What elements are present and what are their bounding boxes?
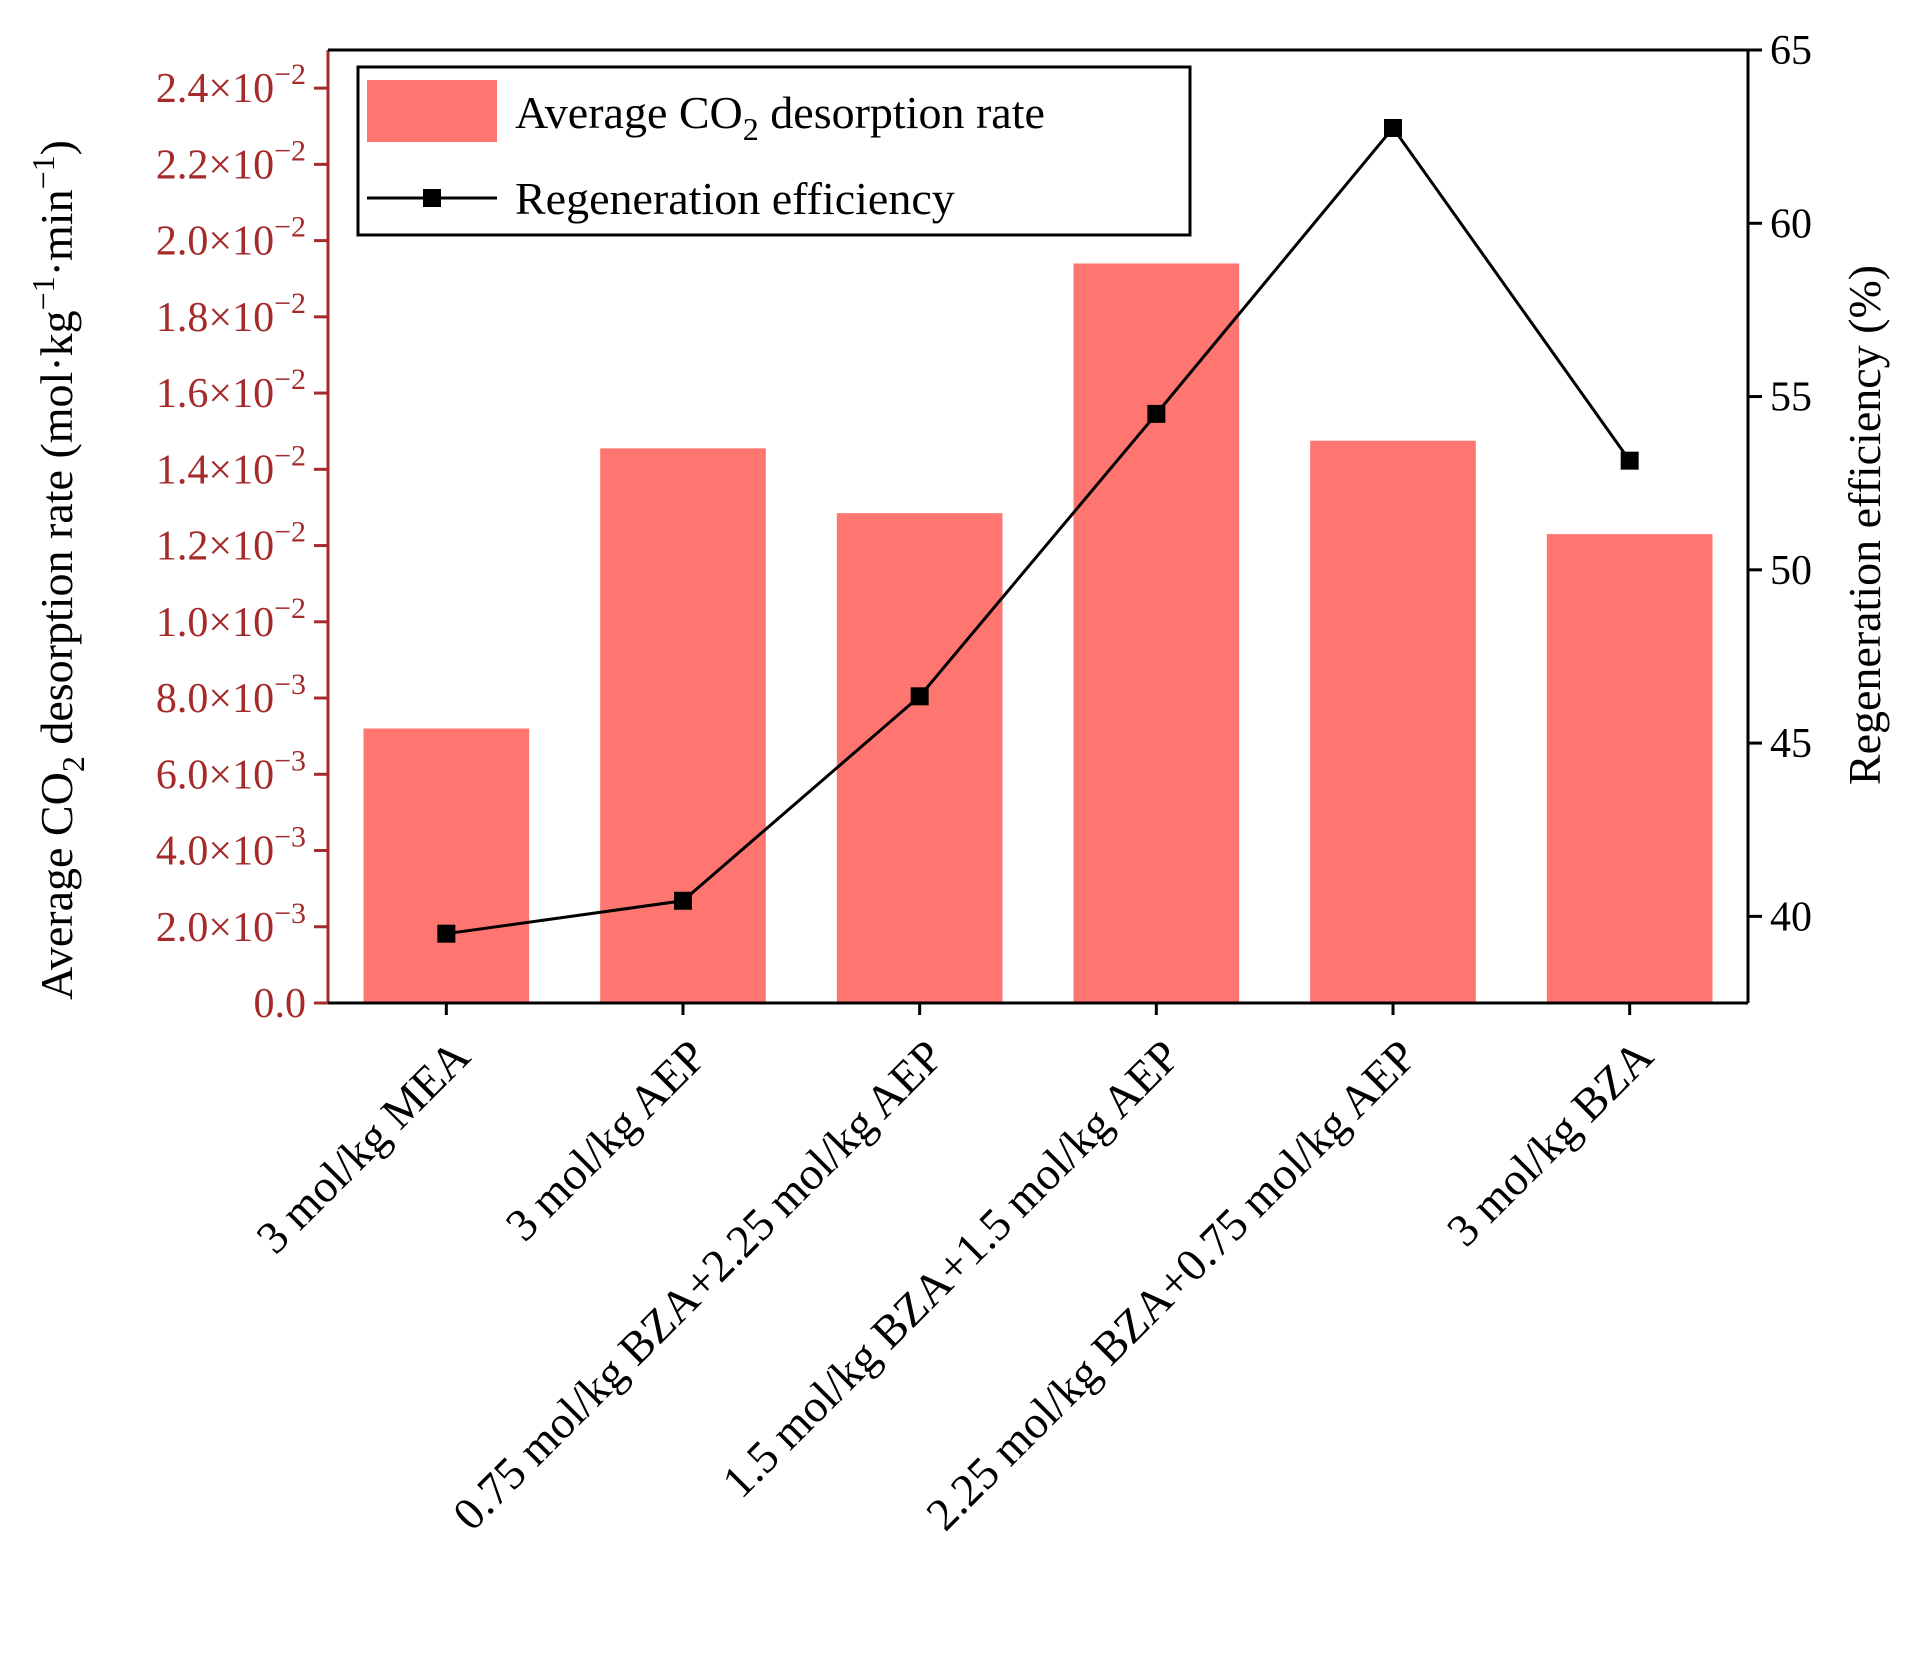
bar-4 (1310, 440, 1476, 1004)
left-tick-label-6: 1.2×10−2 (156, 516, 306, 570)
x-category-label-4: 2.25 mol/kg BZA+0.75 mol/kg AEP (916, 1030, 1426, 1540)
x-category-label-0: 3 mol/kg MEA (246, 1030, 479, 1263)
x-category-label-1: 3 mol/kg AEP (496, 1030, 716, 1250)
line-point-3 (1147, 404, 1166, 423)
left-tick-label-3: 6.0×10−3 (156, 744, 306, 798)
legend-line-label: Regeneration efficiency (515, 173, 955, 224)
right-tick-label-2: 50 (1770, 548, 1812, 594)
line-series (437, 118, 1639, 943)
right-tick-label-4: 60 (1770, 201, 1812, 247)
left-tick-label-11: 2.2×10−2 (156, 134, 306, 188)
left-tick-label-0: 0.0 (254, 981, 307, 1027)
bar-2 (836, 513, 1003, 1003)
line-point-5 (1620, 451, 1639, 470)
left-tick-label-2: 4.0×10−3 (156, 821, 306, 875)
legend-bar-swatch (367, 80, 497, 142)
left-tick-label-4: 8.0×10−3 (156, 668, 306, 722)
legend-bar-label: Average CO2 desorption rate (515, 87, 1045, 147)
right-tick-label-0: 40 (1770, 894, 1812, 940)
x-category-label-5: 3 mol/kg BZA (1437, 1030, 1663, 1256)
left-axis-title: Average CO2 desorption rate (mol·kg−1·mi… (25, 140, 91, 1000)
left-tick-label-8: 1.6×10−2 (156, 363, 306, 417)
line-point-2 (910, 687, 929, 706)
left-tick-label-5: 1.0×10−2 (156, 592, 306, 646)
right-axis-ticks: 40 45 50 55 60 65 (1748, 28, 1812, 940)
right-tick-label-3: 55 (1770, 375, 1812, 421)
left-tick-label-1: 2.0×10−3 (156, 897, 306, 951)
left-axis-ticks: 0.0 2.0×10−3 4.0×10−3 6.0×10−3 8.0×10−3 1.0×1… (156, 58, 328, 1027)
bar-0 (363, 728, 530, 1003)
left-tick-label-10: 2.0×10−2 (156, 211, 306, 265)
right-tick-label-5: 65 (1770, 28, 1812, 74)
x-category-label-3: 1.5 mol/kg BZA+1.5 mol/kg AEP (712, 1030, 1189, 1507)
bar-series (363, 263, 1713, 1004)
left-tick-label-9: 1.8×10−2 (156, 287, 306, 341)
left-tick-label-12: 2.4×10−2 (156, 58, 306, 112)
bar-1 (600, 448, 766, 1003)
bar-3 (1073, 263, 1240, 1003)
left-tick-label-7: 1.4×10−2 (156, 439, 306, 493)
line-path (446, 125, 1631, 936)
bar-5 (1546, 534, 1713, 1003)
right-axis-title: Regeneration efficiency (%) (1839, 265, 1890, 785)
line-point-1 (674, 891, 692, 910)
right-tick-label-1: 45 (1770, 721, 1812, 767)
line-point-0 (437, 924, 456, 943)
legend: Average CO2 desorption rate Regeneration… (356, 65, 1192, 237)
plot-frame (326, 48, 1750, 1005)
legend-line-marker (423, 189, 441, 207)
line-point-4 (1384, 118, 1402, 137)
x-category-label-2: 0.75 mol/kg BZA+2.25 mol/kg AEP (443, 1030, 953, 1540)
